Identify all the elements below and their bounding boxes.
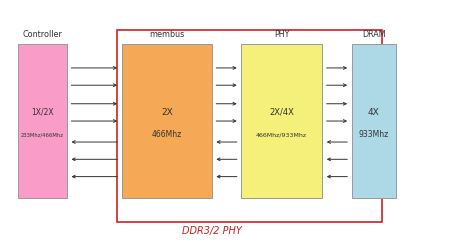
Text: 933Mhz: 933Mhz (358, 130, 388, 139)
Text: 233Mhz/466Mhz: 233Mhz/466Mhz (21, 132, 64, 137)
Bar (241, 44, 321, 198)
Text: 4X: 4X (367, 108, 379, 117)
Text: 466Mhz: 466Mhz (151, 130, 181, 139)
Text: Controller: Controller (22, 30, 62, 39)
Bar (351, 44, 395, 198)
Text: DDR3/2 PHY: DDR3/2 PHY (181, 226, 241, 236)
Text: membus: membus (149, 30, 184, 39)
Bar (18, 44, 67, 198)
Text: 466Mhz/933Mhz: 466Mhz/933Mhz (256, 132, 307, 137)
Text: 2X/4X: 2X/4X (269, 108, 294, 117)
Bar (117, 30, 381, 222)
Text: 2X: 2X (161, 108, 172, 117)
Bar (122, 44, 211, 198)
Text: PHY: PHY (274, 30, 289, 39)
Text: DRAM: DRAM (361, 30, 385, 39)
Text: 1X/2X: 1X/2X (31, 108, 54, 117)
